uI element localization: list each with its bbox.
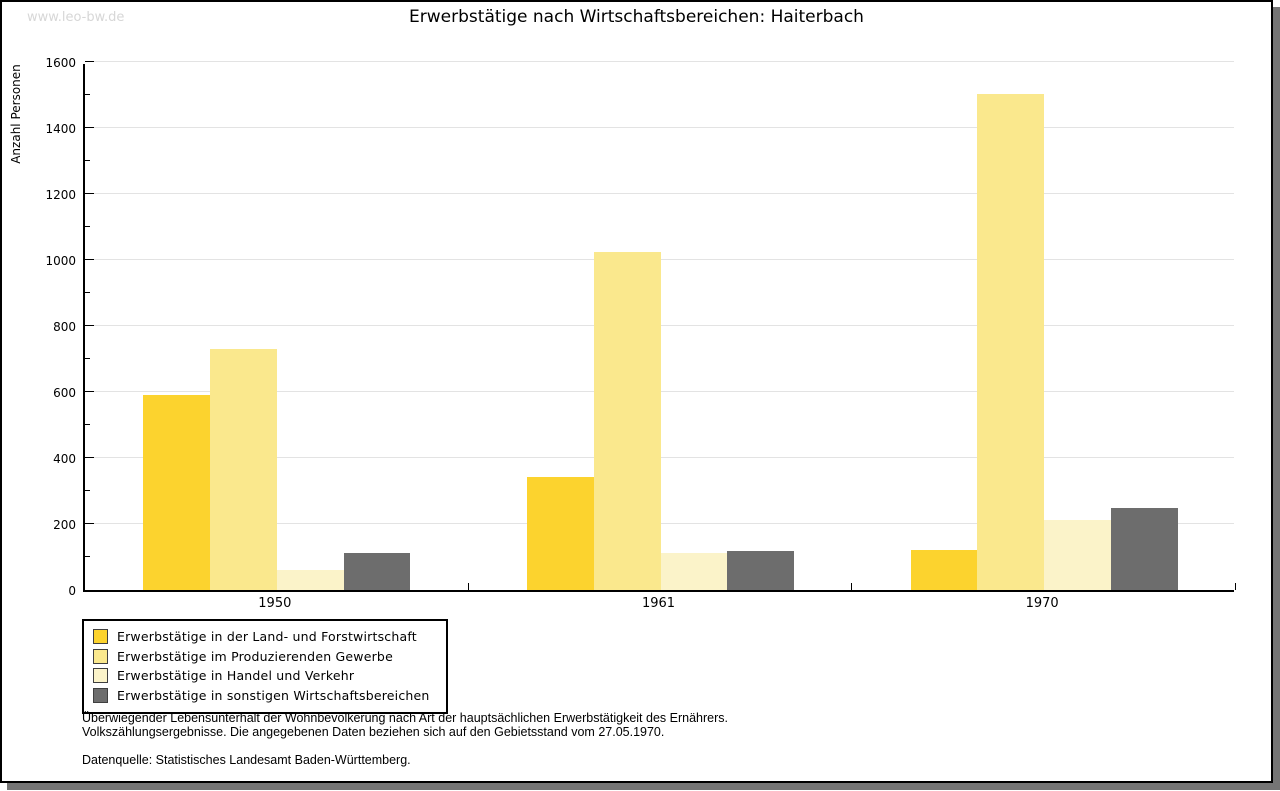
gridline [85, 61, 1234, 62]
y-axis-minor-tick [85, 94, 90, 95]
watermark: www.leo-bw.de [27, 10, 125, 25]
bar-1950-series-3 [276, 569, 344, 590]
bar-1961-series-4 [727, 551, 794, 590]
data-source-text: Datenquelle: Statistisches Landesamt Bad… [82, 753, 411, 767]
legend-label: Erwerbstätige in der Land- und Forstwirt… [117, 629, 417, 645]
y-axis-label: 600 [53, 386, 76, 400]
legend-item: Erwerbstätige in sonstigen Wirtschaftsbe… [93, 686, 437, 706]
bar-1970-series-4 [1110, 508, 1178, 590]
y-axis-major-tick [85, 457, 94, 458]
plot-area [83, 61, 1236, 592]
y-axis-label: 1600 [45, 56, 76, 70]
legend-label: Erwerbstätige im Produzierenden Gewerbe [117, 648, 393, 664]
gridline [85, 193, 1234, 194]
y-axis-label: 200 [53, 518, 76, 532]
bar-1970-series-3 [1044, 519, 1111, 590]
legend-item: Erwerbstätige im Produzierenden Gewerbe [93, 647, 437, 667]
y-axis-minor-tick [85, 292, 90, 293]
y-axis-minor-tick [85, 556, 90, 557]
x-axis-label: 1950 [258, 596, 292, 611]
legend-swatch [93, 668, 108, 684]
bar-1950-series-1 [143, 395, 211, 590]
y-axis-minor-tick [85, 226, 90, 227]
y-axis-minor-tick [85, 358, 90, 359]
y-axis-major-tick [85, 523, 94, 524]
bar-1970-series-1 [910, 550, 978, 590]
x-axis-label: 1970 [1025, 596, 1059, 611]
bar-1950-series-2 [210, 348, 277, 590]
bar-1950-series-4 [343, 552, 411, 590]
y-axis-major-tick [85, 391, 94, 392]
y-axis-minor-tick [85, 160, 90, 161]
x-axis-label: 1961 [641, 596, 676, 611]
legend-item: Erwerbstätige in Handel und Verkehr [93, 666, 437, 686]
y-axis-label: 800 [53, 320, 76, 334]
y-axis-label: 1000 [45, 254, 76, 268]
x-axis-tick [1235, 583, 1236, 590]
footnote-line-2: Volkszählungsergebnisse. Die angegebenen… [82, 724, 665, 739]
x-axis-tick [851, 583, 852, 590]
bar-1970-series-2 [977, 94, 1045, 590]
y-axis-major-tick [85, 61, 94, 62]
y-axis-label: 0 [68, 584, 76, 598]
legend-label: Erwerbstätige in Handel und Verkehr [117, 668, 355, 684]
bar-1961-series-3 [660, 553, 728, 590]
y-axis-major-tick [85, 325, 94, 326]
bar-1961-series-1 [527, 476, 594, 590]
y-axis-title: Anzahl Personen [9, 64, 23, 164]
y-axis-label: 1400 [45, 122, 76, 136]
legend-item: Erwerbstätige in der Land- und Forstwirt… [93, 627, 437, 647]
bar-1961-series-2 [593, 252, 661, 590]
footnote-text: Überwiegender Lebensunterhalt der Wohnbe… [82, 711, 728, 739]
chart-title: Erwerbstätige nach Wirtschaftsbereichen:… [409, 7, 864, 27]
legend-swatch [93, 648, 108, 664]
x-axis-tick [468, 583, 469, 590]
y-axis-minor-tick [85, 490, 90, 491]
footnote-line-1: Überwiegender Lebensunterhalt der Wohnbe… [82, 711, 728, 725]
legend-box: Erwerbstätige in der Land- und Forstwirt… [82, 619, 448, 714]
y-axis-label: 1200 [45, 188, 76, 202]
y-axis-major-tick [85, 259, 94, 260]
legend-swatch [93, 687, 108, 703]
y-axis-major-tick [85, 193, 94, 194]
y-axis-label: 400 [53, 452, 76, 466]
gridline [85, 127, 1234, 128]
y-axis-major-tick [85, 127, 94, 128]
legend-label: Erwerbstätige in sonstigen Wirtschaftsbe… [117, 687, 430, 703]
y-axis-minor-tick [85, 424, 90, 425]
legend-swatch [93, 629, 108, 645]
